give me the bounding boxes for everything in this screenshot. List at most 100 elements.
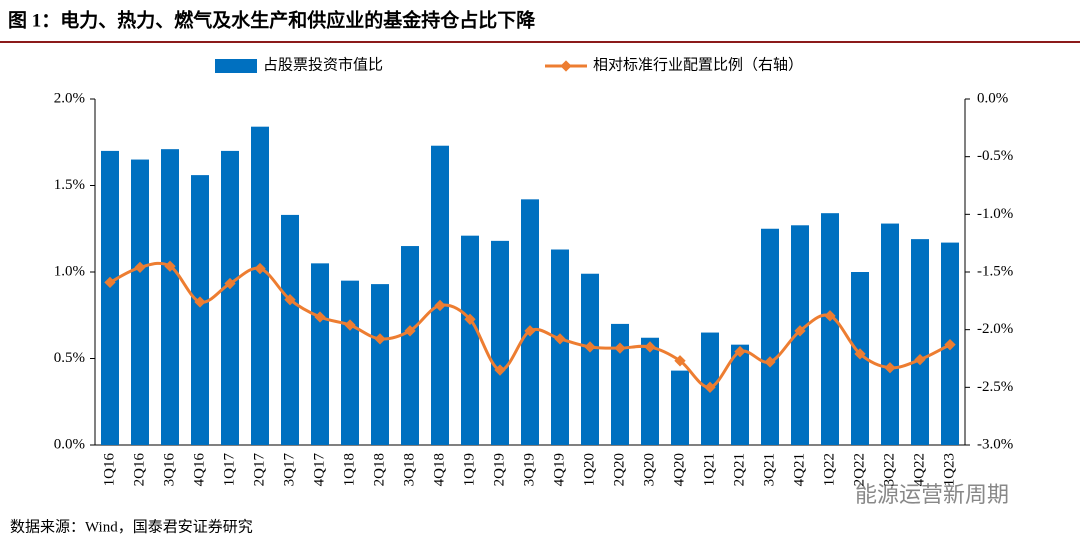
- x-tick-label: 2Q21: [731, 453, 747, 486]
- x-tick-label: 1Q16: [101, 453, 117, 487]
- chart-title: 图 1：电力、热力、燃气及水生产和供应业的基金持仓占比下降: [8, 8, 536, 31]
- legend-marker: [560, 60, 572, 72]
- line-marker: [704, 381, 716, 393]
- x-tick-label: 3Q17: [281, 453, 297, 487]
- bar: [641, 337, 659, 445]
- y-tick-label: 2.0%: [54, 90, 85, 106]
- y-tick-label: 1.5%: [54, 177, 85, 193]
- bar: [251, 126, 269, 446]
- bar: [431, 145, 449, 445]
- bar: [221, 150, 239, 445]
- x-tick-label: 3Q19: [521, 453, 537, 486]
- bar: [281, 214, 299, 445]
- y2-tick-label: -3.0%: [977, 436, 1013, 452]
- bar: [341, 280, 359, 445]
- bar: [521, 199, 539, 445]
- line-marker: [674, 355, 686, 367]
- line-marker: [524, 325, 536, 337]
- y-tick-label: 0.5%: [54, 350, 85, 366]
- line-marker: [944, 339, 956, 351]
- bar: [551, 249, 569, 445]
- x-tick-label: 1Q22: [821, 453, 837, 486]
- line-marker: [464, 313, 476, 325]
- line-marker: [224, 277, 236, 290]
- bar: [311, 263, 329, 445]
- x-tick-label: 1Q18: [341, 453, 357, 486]
- line-marker: [644, 341, 656, 353]
- x-tick-label: 3Q20: [641, 453, 657, 486]
- x-tick-label: 3Q18: [401, 453, 417, 486]
- x-tick-label: 2Q19: [491, 453, 507, 486]
- x-tick-label: 1Q19: [461, 453, 477, 486]
- y2-tick-label: -2.5%: [977, 379, 1013, 395]
- x-tick-label: 4Q18: [431, 453, 447, 486]
- x-tick-label: 4Q22: [911, 453, 927, 486]
- x-tick-label: 3Q21: [761, 453, 777, 486]
- line-marker: [344, 319, 356, 331]
- x-tick-label: 4Q17: [311, 453, 327, 487]
- x-tick-label: 1Q23: [941, 453, 957, 486]
- legend-label: 相对标准行业配置比例（右轴）: [593, 56, 803, 73]
- x-tick-label: 4Q20: [671, 453, 687, 486]
- source: 数据来源：Wind，国泰君安证券研究: [10, 518, 253, 535]
- x-tick-label: 2Q22: [851, 453, 867, 486]
- y2-tick-label: -1.5%: [977, 263, 1013, 279]
- line-marker: [584, 341, 596, 353]
- line-marker: [494, 364, 506, 376]
- bar: [191, 175, 209, 445]
- x-tick-label: 1Q20: [581, 453, 597, 486]
- bar: [401, 246, 419, 445]
- bar: [101, 150, 119, 445]
- x-tick-label: 2Q16: [131, 453, 147, 487]
- bar: [821, 213, 839, 445]
- x-tick-label: 1Q17: [221, 453, 237, 487]
- line-marker: [284, 294, 296, 306]
- bar: [731, 344, 749, 445]
- legend-swatch: [215, 59, 257, 73]
- bar: [491, 240, 509, 445]
- x-tick-label: 3Q16: [161, 453, 177, 487]
- line-marker: [614, 342, 626, 354]
- bar: [161, 149, 179, 446]
- x-tick-label: 2Q17: [251, 453, 267, 487]
- bar: [131, 159, 149, 446]
- line-marker: [254, 262, 266, 275]
- x-tick-label: 2Q20: [611, 453, 627, 486]
- y2-tick-label: -2.0%: [977, 321, 1013, 337]
- line-marker: [914, 353, 926, 366]
- bar: [461, 235, 479, 445]
- y-tick-label: 0.0%: [54, 436, 85, 452]
- x-tick-label: 2Q18: [371, 453, 387, 486]
- y2-tick-label: 0.0%: [977, 90, 1008, 106]
- x-tick-label: 4Q19: [551, 453, 567, 486]
- bar: [371, 284, 389, 445]
- x-tick-label: 1Q21: [701, 453, 717, 486]
- y-tick-label: 1.0%: [54, 263, 85, 279]
- line-marker: [824, 310, 836, 322]
- line-marker: [884, 362, 896, 374]
- line-marker: [314, 311, 326, 323]
- x-tick-label: 3Q22: [881, 453, 897, 486]
- bar: [761, 228, 779, 445]
- line-marker: [554, 333, 566, 345]
- line-marker: [194, 296, 206, 308]
- x-tick-label: 4Q16: [191, 453, 207, 487]
- line-marker: [374, 333, 386, 345]
- line-marker: [164, 260, 176, 272]
- bar: [671, 370, 689, 445]
- line-marker: [794, 325, 806, 337]
- line-marker: [764, 356, 776, 368]
- legend-label: 占股票投资市值比: [263, 56, 383, 73]
- line-marker: [734, 345, 746, 358]
- line-marker: [134, 261, 146, 274]
- line-marker: [404, 325, 416, 337]
- bar: [581, 273, 599, 445]
- y2-tick-label: -1.0%: [977, 206, 1013, 222]
- y2-tick-label: -0.5%: [977, 148, 1013, 164]
- bar: [881, 223, 899, 445]
- line-marker: [854, 348, 866, 360]
- line-marker: [434, 299, 446, 312]
- bar: [611, 323, 629, 445]
